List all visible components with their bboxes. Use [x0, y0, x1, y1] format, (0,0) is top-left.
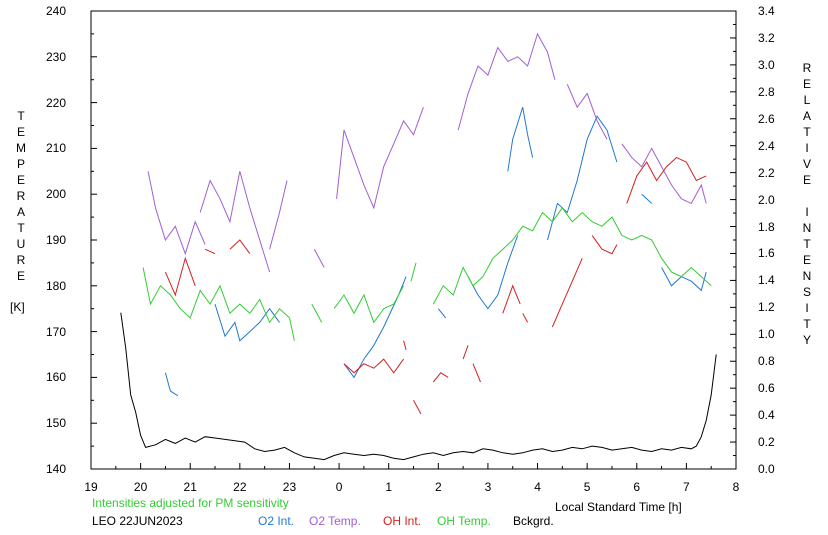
legend-bckgrd: Bckgrd. [513, 514, 554, 528]
left-axis-unit: [K] [10, 300, 25, 314]
x-tick-label: 21 [183, 480, 197, 494]
right-tick-label: 3.0 [758, 57, 775, 72]
series-o2-int-segment [437, 308, 447, 319]
series-oh-temp-segment [311, 303, 323, 323]
series-o2-int-segment [164, 372, 179, 397]
series-oh-temp-segment [142, 267, 295, 341]
series-o2-temp-segment [566, 84, 608, 140]
series-oh-int-segment [432, 372, 449, 383]
left-tick-label: 140 [45, 462, 66, 476]
x-tick-label: 22 [233, 480, 247, 494]
series-oh-temp-segment [432, 207, 712, 305]
left-tick-label: 150 [45, 416, 66, 431]
series-o2-temp-segment [199, 171, 271, 273]
x-tick-label: 2 [434, 480, 442, 494]
series-oh-int-segment [472, 363, 481, 383]
series-lines [120, 32, 717, 461]
x-tick-label: 4 [534, 480, 541, 494]
series-oh-int-segment [626, 157, 707, 204]
x-axis-label: Local Standard Time [h] [555, 500, 682, 514]
left-tick-label: 190 [45, 233, 66, 247]
right-tick-label: 2.2 [758, 165, 775, 180]
left-tick-label: 240 [45, 4, 66, 18]
right-tick-label: 1.6 [758, 246, 775, 261]
right-tick-label: 1.4 [758, 273, 775, 288]
x-tick-label: 5 [583, 480, 591, 494]
right-tick-label: 0.8 [758, 354, 775, 369]
right-tick-label: 2.6 [758, 111, 775, 126]
right-tick-label: 1.2 [758, 300, 775, 315]
left-tick-label: 220 [45, 95, 66, 110]
x-tick-label: 8 [732, 480, 740, 494]
series-o2-temp-segment [457, 32, 556, 131]
left-tick-label: 230 [45, 49, 66, 64]
series-oh-temp-segment [333, 285, 405, 324]
series-oh-int-segment [522, 313, 529, 323]
right-tick-label: 0.6 [758, 381, 775, 396]
x-tick-label: 7 [683, 480, 690, 494]
series-o2-temp-segment [147, 171, 206, 256]
right-tick-label: 2.8 [758, 84, 775, 99]
series-oh-int-segment [551, 258, 583, 328]
legend-o2-temp: O2 Temp. [309, 514, 361, 528]
x-tick-label: 6 [633, 480, 641, 494]
station-date: LEO 22JUN2023 [92, 514, 183, 528]
right-tick-label: 0.4 [758, 408, 775, 423]
x-tick-label: 3 [484, 480, 492, 494]
right-tick-label: 2.4 [758, 138, 775, 153]
left-tick-label: 210 [45, 141, 66, 156]
x-tick-label: 19 [84, 480, 98, 494]
series-oh-int-segment [343, 358, 405, 374]
right-tick-label: 0.0 [758, 462, 775, 476]
left-tick-label: 200 [45, 187, 66, 202]
series-oh-int-segment [462, 345, 469, 360]
x-tick-label: 23 [282, 480, 297, 494]
tick-marks [90, 10, 737, 470]
series-oh-temp-segment [410, 262, 417, 282]
series-o2-int-segment [467, 235, 519, 310]
series-o2-int-segment [661, 267, 707, 292]
x-tick-label: 1 [385, 480, 393, 494]
right-tick-label: 2.0 [758, 192, 775, 207]
series-o2-int-segment [547, 115, 618, 241]
series-o2-temp-segment [336, 107, 424, 210]
series-bckgrd-segment [120, 312, 717, 461]
plot-area [90, 10, 737, 470]
series-oh-int-segment [502, 284, 521, 314]
series-oh-int-segment [403, 340, 407, 351]
x-tick-label: 0 [335, 480, 343, 494]
right-tick-label: 1.8 [758, 219, 775, 234]
series-oh-int-segment [229, 239, 251, 254]
legend-oh-temp: OH Temp. [437, 514, 491, 528]
left-tick-label: 160 [45, 370, 66, 385]
left-tick-label: 180 [45, 278, 66, 293]
note-text: Intensities adjusted for PM sensitivity [92, 496, 289, 510]
left-tick-label: 170 [45, 324, 66, 339]
series-oh-int-segment [164, 256, 196, 297]
series-o2-temp-segment [621, 143, 707, 205]
series-oh-int-segment [204, 248, 216, 255]
series-oh-int-segment [591, 235, 618, 255]
right-tick-label: 3.4 [758, 4, 775, 18]
right-tick-label: 3.2 [758, 30, 775, 45]
series-o2-int-segment [507, 107, 534, 172]
right-tick-label: 0.2 [758, 435, 775, 450]
series-o2-int-segment [214, 303, 280, 342]
legend-oh-int: OH Int. [383, 514, 422, 528]
series-o2-temp-segment [269, 180, 288, 250]
series-o2-temp-segment [313, 248, 325, 268]
series-oh-int-segment [413, 400, 422, 415]
right-tick-label: 1.0 [758, 327, 775, 342]
x-tick-label: 20 [133, 480, 148, 494]
legend-o2-int: O2 Int. [258, 514, 295, 528]
series-o2-int-segment [641, 193, 653, 204]
